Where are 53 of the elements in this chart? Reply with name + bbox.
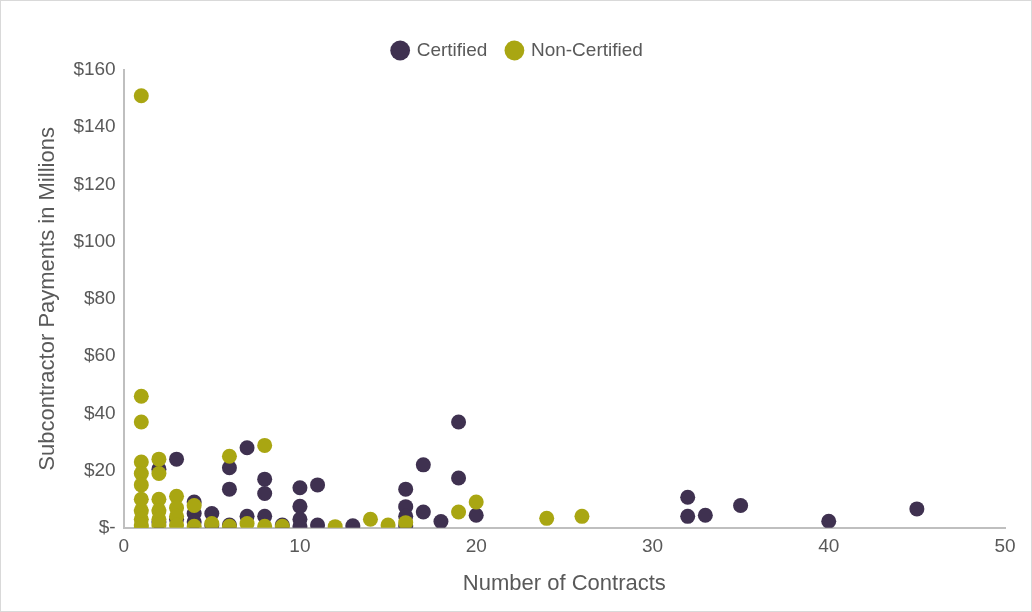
point xyxy=(151,451,167,467)
legend-label: Certified xyxy=(416,38,488,60)
y-tick-label: $20 xyxy=(83,458,116,480)
x-axis-title: Number of Contracts xyxy=(462,569,666,595)
point xyxy=(239,440,255,456)
legend-label: Non-Certified xyxy=(530,38,643,60)
point xyxy=(468,494,484,510)
y-tick-label: $140 xyxy=(73,115,116,137)
point xyxy=(221,448,237,464)
point xyxy=(257,485,273,501)
point xyxy=(221,481,237,497)
point xyxy=(133,477,149,493)
point xyxy=(539,510,555,526)
point xyxy=(292,498,308,514)
x-tick-label: 20 xyxy=(465,535,487,557)
x-tick-label: 30 xyxy=(641,535,664,557)
point xyxy=(133,414,149,430)
y-tick-label: $160 xyxy=(73,58,116,80)
point xyxy=(151,465,167,481)
y-tick-label: $120 xyxy=(73,172,116,194)
x-tick-label: 50 xyxy=(994,535,1016,557)
point xyxy=(433,514,449,528)
point xyxy=(310,477,326,493)
y-tick-label: $80 xyxy=(83,287,116,309)
y-tick-label: $100 xyxy=(73,229,116,251)
point xyxy=(133,388,149,404)
x-tick-label: 40 xyxy=(818,535,840,557)
point xyxy=(821,513,837,528)
point xyxy=(680,489,696,505)
point xyxy=(415,504,431,520)
point xyxy=(169,451,185,467)
x-tick-label: 10 xyxy=(289,535,311,557)
point xyxy=(257,437,273,453)
point xyxy=(697,507,713,523)
point xyxy=(415,457,431,473)
y-tick-label: $60 xyxy=(83,344,116,366)
point xyxy=(451,504,467,520)
point xyxy=(680,508,696,524)
point xyxy=(133,88,149,104)
point xyxy=(257,471,273,487)
point xyxy=(362,511,378,527)
y-tick-label: $- xyxy=(98,516,116,538)
point xyxy=(574,508,590,524)
point xyxy=(398,481,414,497)
point xyxy=(468,507,484,523)
point xyxy=(909,501,925,517)
point xyxy=(451,414,467,430)
y-axis-title: Subcontractor Payments in Millions xyxy=(34,127,60,471)
x-tick-label: 0 xyxy=(118,535,129,557)
y-tick-label: $40 xyxy=(83,401,116,423)
point xyxy=(292,480,308,496)
point xyxy=(451,470,467,486)
point xyxy=(733,497,749,513)
